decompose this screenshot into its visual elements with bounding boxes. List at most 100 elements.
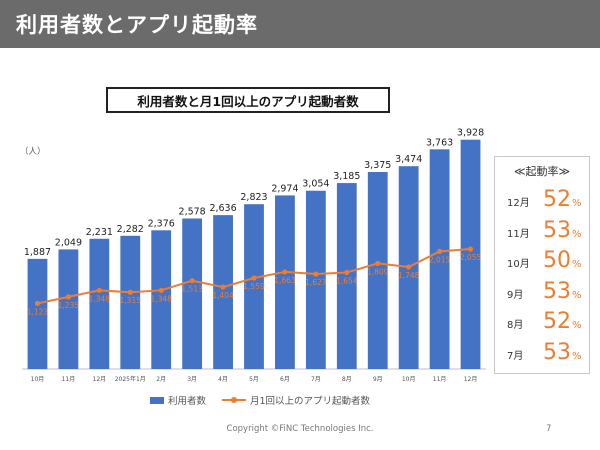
chart: （人） 1,887 10月 2,049 11月 2,231 12月 2,282 2025年1月 2… [20,128,486,383]
line-value-label: 1,513 [181,285,203,294]
page-number: 7 [546,424,552,434]
bar-value-label: 2,636 [209,203,236,214]
line-value-label: 2,055 [460,253,482,262]
bar [27,258,48,369]
launch-rate-number: 52 [543,187,571,212]
line-value-label: 1,235 [58,301,80,310]
x-tick-label: 11月 [62,376,76,383]
bar-value-label: 3,054 [302,179,329,190]
bar [58,249,79,369]
line-point [251,275,257,281]
line-value-label: 1,627 [305,278,327,287]
bar-value-label: 1,887 [24,247,51,258]
chart-title-box: 利用者数と月1回以上のアプリ起動者数 [106,87,390,113]
line-point [65,294,71,300]
x-tick-label: 3月 [187,376,197,383]
bar [460,139,481,369]
line-value-label: 1,123 [27,307,49,316]
line-value-label: 2,015 [429,255,451,264]
bar [367,171,388,369]
launch-rate-month: 7月 [507,350,524,362]
launch-rate-row: 8月 52% [495,307,589,337]
launch-rate-value: 52% [543,307,582,341]
launch-rate-month: 10月 [507,259,530,270]
legend-line-swatch [222,397,247,403]
bar-value-label: 2,823 [240,192,267,203]
bar [151,230,172,369]
bar [336,183,357,369]
slide-header: 利用者数とアプリ起動率 [0,0,600,48]
launch-rate-panel: ≪起動率≫ 12月 52% 11月 53% 10月 50% 9月 53% 8月 52% 7月 53% [494,156,590,374]
slide-title: 利用者数とアプリ起動率 [16,13,258,37]
x-tick-label: 2025年1月 [115,375,146,383]
line-point [96,287,102,293]
bar [305,190,326,369]
launch-rate-row: 9月 53% [495,277,589,307]
line-point [313,271,319,277]
launch-rate-number: 50 [543,248,571,273]
bar-value-label: 2,974 [271,183,298,194]
legend-label-active: 月1回以上のアプリ起動者数 [250,396,371,407]
x-tick-label: 7月 [311,376,321,383]
x-tick-label: 9月 [373,376,383,383]
launch-rate-value: 53% [543,338,582,372]
x-tick-label: 5月 [249,376,259,383]
line-point [189,278,195,284]
y-axis-unit-label: （人） [20,146,46,157]
legend-item-users: 利用者数 [150,393,206,407]
x-tick-label: 11月 [433,376,447,383]
launch-rate-percent: % [572,289,582,301]
launch-rate-month: 12月 [507,198,530,209]
line-point [467,246,474,252]
launch-rate-percent: % [572,228,582,240]
launch-rate-month: 8月 [507,320,524,331]
line-value-label: 1,663 [274,276,296,285]
line-point [282,269,288,275]
x-tick-label: 12月 [464,376,478,383]
launch-rate-number: 53 [543,217,571,243]
bar [120,235,141,369]
launch-rate-value: 50% [543,246,582,280]
line-value-label: 1,315 [120,296,142,305]
line-value-label: 1,654 [336,276,358,285]
launch-rate-percent: % [572,198,582,209]
bar-value-label: 2,231 [86,227,113,238]
launch-rate-row: 7月 53% [495,338,589,368]
x-tick-label: 2月 [156,376,166,383]
bar [275,195,295,369]
line-value-label: 1,809 [367,267,389,276]
launch-rate-percent: % [572,320,582,331]
line-point [220,284,226,290]
line-point [437,248,443,254]
bar [213,215,233,369]
line-point [406,264,412,270]
bar-value-label: 3,474 [395,154,422,165]
legend-item-active: 月1回以上のアプリ起動者数 [222,393,370,407]
bar-value-label: 2,376 [148,218,175,229]
legend-bar-swatch [150,396,164,404]
launch-rate-row: 11月 53% [495,216,589,246]
launch-rate-month: 11月 [507,228,530,240]
launch-rate-value: 53% [543,216,582,250]
launch-rate-row: 12月 52% [495,185,589,215]
launch-rate-month: 9月 [507,289,524,301]
x-tick-label: 10月 [402,376,416,383]
copyright: Copyright ©FiNC Technologies Inc. [226,424,374,434]
x-tick-label: 6月 [280,376,290,383]
line-value-label: 1,348 [150,294,172,303]
x-tick-label: 12月 [93,376,107,383]
bar-value-label: 3,928 [457,128,484,139]
line-value-label: 1,748 [398,271,420,280]
x-tick-label: 8月 [342,376,352,383]
launch-rate-value: 53% [543,277,582,311]
bar-value-label: 3,375 [364,160,391,171]
line-value-label: 1,348 [89,294,111,303]
line-point [34,300,41,307]
bar-value-label: 3,185 [333,171,360,182]
bar [182,218,203,369]
legend-label-users: 利用者数 [168,396,207,407]
bar [429,149,450,369]
bar [244,204,264,369]
launch-rate-title: ≪起動率≫ [513,165,571,178]
bar-value-label: 3,763 [426,137,453,148]
